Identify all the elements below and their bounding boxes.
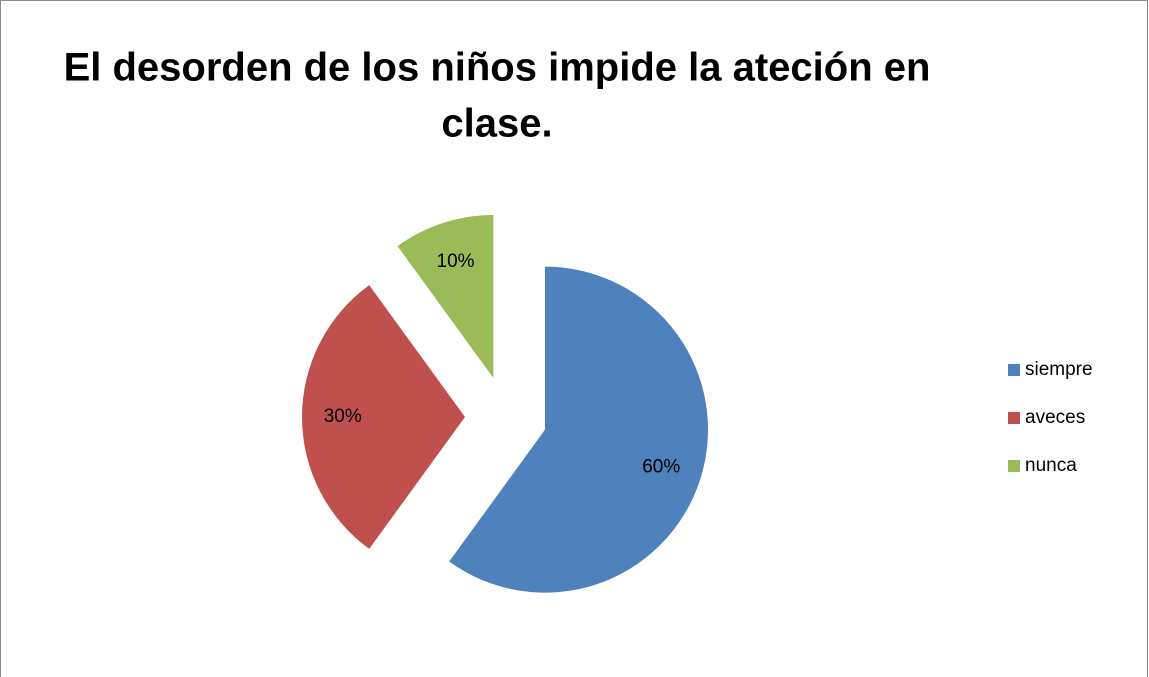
legend-swatch [1008,364,1020,376]
legend-swatch [1008,460,1020,472]
legend-label: nunca [1025,455,1077,476]
data-label: 60% [642,456,680,477]
legend-swatch [1008,412,1020,424]
pie-slice [397,215,494,379]
legend-label: aveces [1025,407,1085,428]
data-label: 10% [437,251,475,272]
chart-title: clase. [441,102,552,146]
pie-slice [449,266,708,593]
pie-slice [302,285,465,549]
legend-label: siempre [1025,359,1093,380]
data-label: 30% [324,406,362,427]
chart-title: El desorden de los niños impide la ateci… [64,46,931,90]
